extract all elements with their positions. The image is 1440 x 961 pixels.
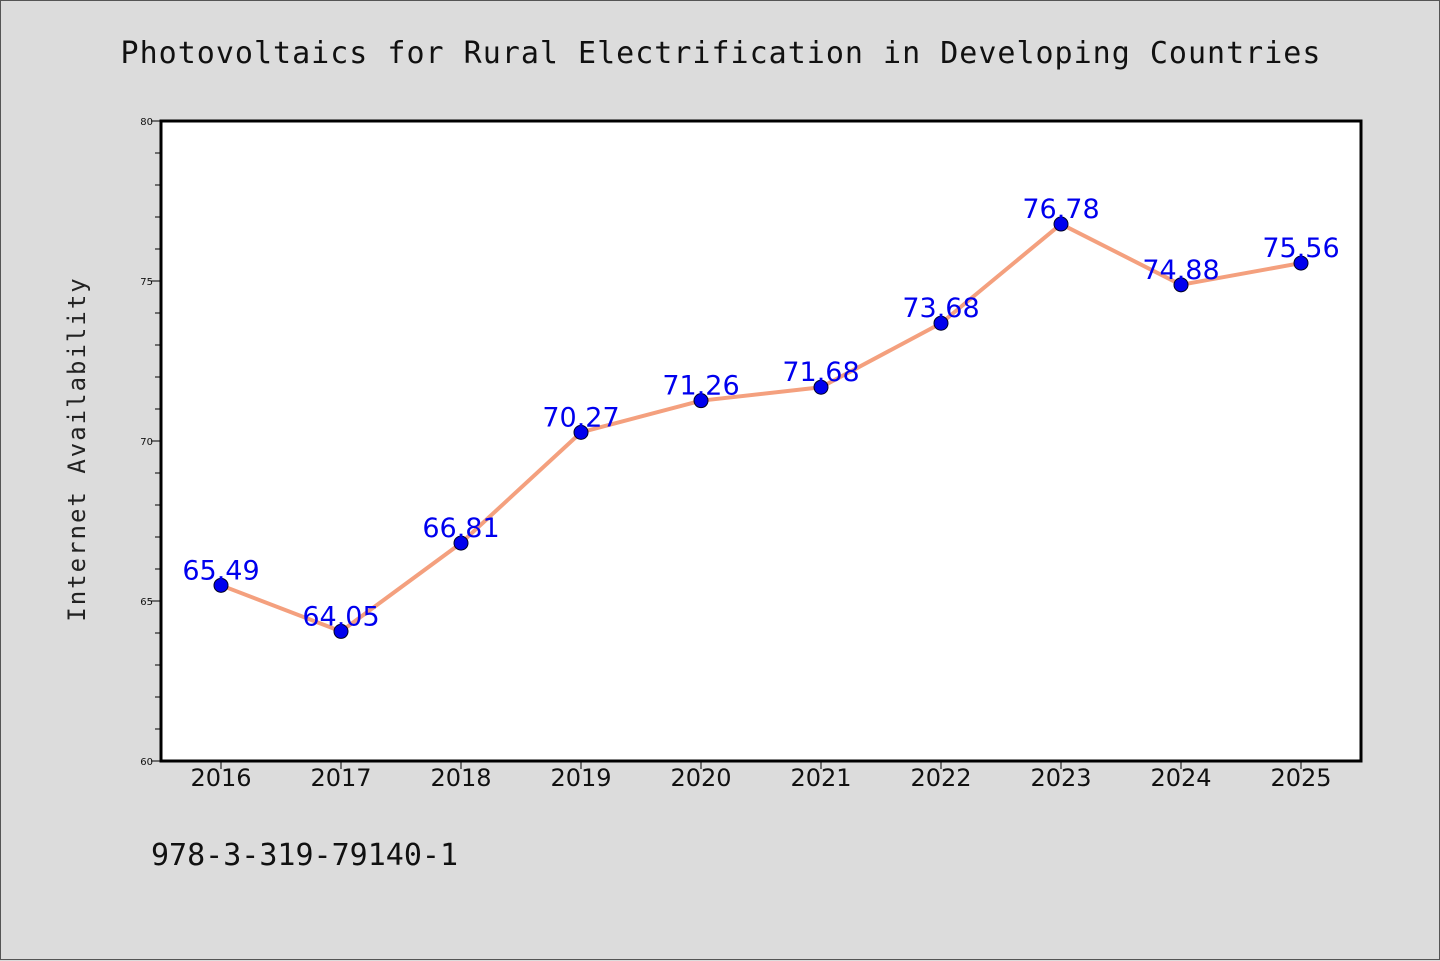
- y-tick-label: 80: [140, 117, 153, 128]
- data-label: 75.56: [1262, 233, 1339, 264]
- chart-title: Photovoltaics for Rural Electrification …: [121, 36, 1322, 71]
- x-tick-label: 2019: [550, 764, 611, 792]
- data-label: 76.78: [1022, 194, 1099, 225]
- data-label: 70.27: [542, 402, 619, 433]
- x-axis: 2016 2017 2018 2019 2020 2021 2022 2023 2024 2025: [190, 761, 1332, 792]
- x-tick-label: 2020: [670, 764, 731, 792]
- x-tick-label: 2021: [790, 764, 851, 792]
- data-point: [453, 535, 469, 551]
- data-point: [333, 623, 349, 639]
- data-label: 64.05: [302, 601, 379, 632]
- data-label: 71.26: [662, 371, 739, 402]
- data-label: 65.49: [182, 555, 259, 586]
- y-tick-label: 60: [140, 757, 153, 768]
- y-tick-label: 65: [140, 597, 153, 608]
- data-point: [1173, 277, 1189, 293]
- y-tick-label: 70: [140, 437, 153, 448]
- y-axis: 60 65 70 75 80: [140, 117, 161, 768]
- data-point: [693, 393, 709, 409]
- series-layer: 65.49 64.05 66.81 70.27 71.26 71.68 73.68 76.78…: [182, 194, 1340, 639]
- data-label: 74.88: [1142, 255, 1219, 286]
- data-point: [933, 315, 949, 331]
- data-point: [813, 379, 829, 395]
- data-point: [573, 424, 589, 440]
- x-tick-label: 2025: [1270, 764, 1331, 792]
- series-line: [219, 222, 1303, 634]
- data-point: [213, 577, 229, 593]
- plot-area: [159, 119, 1363, 763]
- x-tick-label: 2024: [1150, 764, 1211, 792]
- y-tick-label: 75: [140, 277, 153, 288]
- data-point: [1293, 255, 1309, 271]
- x-tick-label: 2022: [910, 764, 971, 792]
- y-axis-label: Internet Availability: [63, 276, 91, 621]
- isbn-annotation: 978-3-319-79140-1: [151, 838, 458, 873]
- x-tick-label: 2018: [430, 764, 491, 792]
- x-tick-label: 2016: [190, 764, 251, 792]
- data-label: 71.68: [782, 357, 859, 388]
- x-tick-label: 2017: [310, 764, 371, 792]
- data-point: [1053, 216, 1069, 232]
- data-label: 66.81: [422, 513, 499, 544]
- x-tick-label: 2023: [1030, 764, 1091, 792]
- data-label: 73.68: [902, 293, 979, 324]
